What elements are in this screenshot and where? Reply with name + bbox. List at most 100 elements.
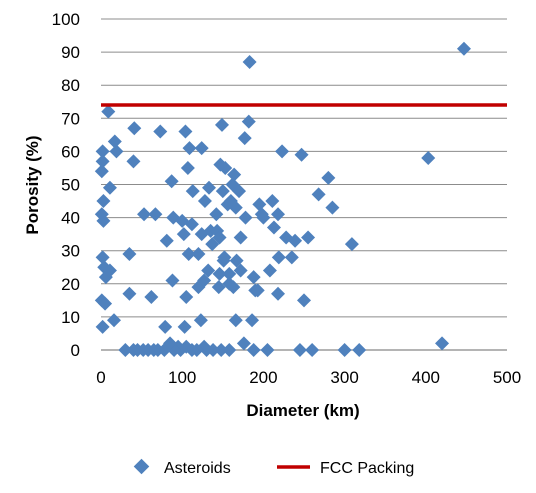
asteroid-point [271, 207, 286, 222]
asteroid-point [222, 343, 237, 357]
x-tick-label: 200 [249, 368, 277, 387]
asteroid-point [262, 263, 277, 278]
asteroid-point [197, 273, 212, 288]
x-axis-title: Diameter (km) [246, 401, 359, 420]
asteroid-point [181, 247, 196, 262]
legend: Asteroids FCC Packing [133, 458, 414, 477]
x-tick-label: 500 [493, 368, 521, 387]
asteroid-point [194, 141, 209, 156]
asteroid-point [292, 343, 307, 357]
asteroid-point [228, 313, 243, 328]
asteroid-point [137, 207, 152, 222]
asteroid-point [337, 343, 352, 357]
asteroid-point [242, 55, 257, 70]
asteroid-point [122, 286, 137, 301]
asteroid-point [421, 151, 436, 166]
asteroid-point [185, 184, 200, 199]
asteroid-point [271, 286, 286, 301]
asteroid-point [126, 154, 141, 169]
asteroid-point [95, 144, 110, 159]
asteroid-point [321, 170, 336, 185]
asteroid-point [96, 213, 111, 228]
asteroid-point [148, 207, 163, 222]
asteroid-point [344, 237, 359, 252]
asteroid-point [211, 280, 226, 295]
asteroid-point [109, 144, 124, 159]
asteroid-points [94, 41, 471, 357]
asteroid-point [122, 247, 137, 262]
asteroid-point [102, 263, 117, 278]
asteroid-point [352, 343, 367, 357]
asteroid-point [217, 250, 232, 265]
asteroid-point [184, 217, 199, 232]
asteroid-point [96, 194, 111, 209]
y-tick-label: 0 [71, 341, 80, 360]
asteroid-point [222, 266, 237, 281]
asteroid-point [233, 263, 248, 278]
asteroid-point [226, 280, 241, 295]
y-tick-label: 90 [61, 43, 80, 62]
x-tick-label: 0 [96, 368, 105, 387]
asteroid-point [201, 180, 216, 195]
asteroid-point [238, 210, 253, 225]
asteroid-point [301, 230, 316, 245]
asteroid-point [106, 313, 121, 328]
asteroid-point [95, 250, 110, 265]
asteroid-point [260, 343, 275, 357]
asteroid-point [179, 290, 194, 305]
asteroid-point [94, 164, 109, 179]
asteroid-point [284, 250, 299, 265]
asteroid-point [271, 250, 286, 265]
asteroid-point [252, 197, 267, 212]
asteroid-point [265, 194, 280, 209]
asteroid-point [246, 270, 261, 285]
asteroid-point [197, 194, 212, 209]
x-tick-label: 400 [412, 368, 440, 387]
asteroid-point [102, 180, 117, 195]
y-tick-label: 40 [61, 209, 80, 228]
asteroid-point [213, 157, 228, 172]
asteroid-point [178, 124, 193, 139]
asteroid-point [232, 184, 247, 199]
asteroid-point [193, 313, 208, 328]
y-tick-label: 80 [61, 76, 80, 95]
asteroid-point [456, 41, 471, 56]
asteroid-point [215, 184, 230, 199]
asteroid-point [233, 230, 248, 245]
asteroid-point [158, 319, 173, 334]
asteroid-point [212, 230, 227, 245]
asteroid-point [212, 266, 227, 281]
asteroid-point [214, 117, 229, 132]
y-axis-title: Porosity (%) [23, 135, 42, 234]
asteroid-point [266, 220, 281, 235]
asteroid-point [159, 233, 174, 248]
asteroid-point [176, 227, 191, 242]
asteroid-point [126, 343, 141, 357]
asteroid-point [311, 187, 326, 202]
asteroid-point [294, 147, 309, 162]
asteroid-point [227, 167, 242, 182]
asteroid-point [237, 131, 252, 146]
legend-label-asteroids: Asteroids [164, 460, 231, 477]
asteroid-point [245, 313, 260, 328]
asteroid-point [153, 124, 168, 139]
asteroid-point [144, 290, 159, 305]
asteroid-point [164, 174, 179, 189]
y-tick-label: 50 [61, 176, 80, 195]
asteroid-point [236, 336, 251, 351]
y-tick-label: 100 [52, 10, 80, 29]
y-tick-label: 60 [61, 142, 80, 161]
y-tick-labels: 0 10 20 30 40 50 60 70 80 90 100 [52, 10, 80, 360]
asteroid-point [256, 210, 271, 225]
y-tick-label: 30 [61, 242, 80, 261]
y-tick-label: 10 [61, 308, 80, 327]
asteroid-point [95, 154, 110, 169]
asteroid-point [209, 207, 224, 222]
asteroid-point [305, 343, 320, 357]
asteroid-point [297, 293, 311, 308]
asteroid-point [288, 233, 303, 248]
y-tick-label: 20 [61, 275, 80, 294]
asteroid-point [127, 121, 142, 136]
asteroid-point [250, 283, 265, 298]
legend-marker-asteroids [133, 458, 150, 475]
